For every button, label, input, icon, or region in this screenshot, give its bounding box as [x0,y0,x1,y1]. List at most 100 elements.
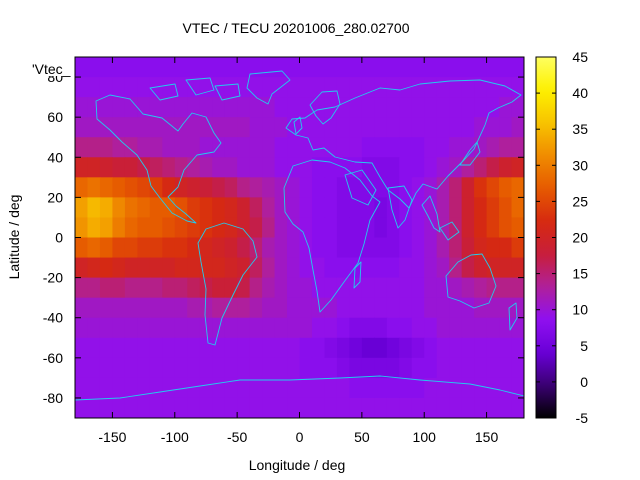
heatmap-cell [87,177,101,198]
heatmap-cell [199,177,213,198]
heatmap-cell [299,297,313,319]
heatmap-cell [449,117,463,138]
heatmap-cell [511,97,524,118]
heatmap-cell [274,177,288,198]
y-tick-label: 60 [47,109,63,125]
heatmap-cell [411,377,425,399]
heatmap-cell [374,317,388,339]
heatmap-cell [299,77,313,98]
heatmap-cell [499,317,513,339]
colorbar-tick-label: 5 [580,338,588,354]
heatmap-cell [386,197,400,219]
colorbar-tick-label: 40 [572,85,588,101]
heatmap-cell [287,57,301,78]
heatmap-cell [149,377,163,399]
heatmap-cell [149,177,163,198]
heatmap-cell [99,217,114,239]
heatmap-cell [424,297,438,319]
heatmap-cell [174,377,188,399]
heatmap-cell [249,257,263,279]
heatmap-cell [274,57,288,78]
heatmap-cell [124,177,138,198]
heatmap-cell [311,377,326,399]
heatmap-cell [149,317,163,339]
heatmap-cell [324,317,338,339]
heatmap-cell [274,377,288,399]
heatmap-cell [162,77,176,98]
heatmap-cell [411,357,425,379]
heatmap-cell [311,197,326,219]
heatmap-cell [137,197,151,219]
heatmap-cell [474,57,488,78]
heatmap-cell [461,237,475,259]
heatmap-cell [311,97,326,118]
heatmap-cell [386,277,400,299]
heatmap-cell [99,377,114,399]
heatmap-cell [174,257,188,279]
heatmap-cell [311,137,326,158]
heatmap-cell [499,217,513,239]
heatmap-cell [249,337,263,359]
heatmap-cell [287,77,301,98]
heatmap-cell [449,257,463,279]
heatmap-cell [212,217,226,239]
heatmap-cell [399,257,413,279]
heatmap-cell [112,337,126,359]
heatmap-cell [87,357,101,379]
heatmap-cell [386,397,400,418]
heatmap-cell [499,77,513,98]
heatmap-cell [386,357,400,379]
heatmap-cell [162,97,176,118]
heatmap-cell [374,177,388,198]
heatmap-cell [374,57,388,78]
heatmap-cell [511,137,524,158]
heatmap-cell [324,277,338,299]
heatmap-cell [249,77,263,98]
heatmap-cell [349,77,363,98]
heatmap-cell [162,57,176,78]
heatmap-cell [124,357,138,379]
heatmap-cell [124,317,138,339]
heatmap-cell [486,197,500,219]
heatmap-cell [449,317,463,339]
heatmap-cell [486,57,500,78]
heatmap-cell [112,177,126,198]
heatmap-cell [112,237,126,259]
heatmap-cell [336,397,350,418]
heatmap-cell [424,117,438,138]
heatmap-cell [287,97,301,118]
heatmap-cell [374,357,388,379]
heatmap-cell [199,117,213,138]
heatmap-cell [249,117,263,138]
heatmap-cell [137,177,151,198]
heatmap-cell [311,317,326,339]
heatmap-cell [399,337,413,359]
heatmap-cell [499,397,513,418]
heatmap-cell [174,177,188,198]
heatmap-cell [324,77,338,98]
heatmap-cell [124,377,138,399]
heatmap-cell [174,197,188,219]
heatmap-cell [474,137,488,158]
heatmap-cell [124,397,138,418]
heatmap-cell [212,357,226,379]
heatmap-cell [274,197,288,219]
heatmap-cell [386,117,400,138]
heatmap-cell [449,157,463,178]
heatmap-cell [262,97,276,118]
heatmap-cell [424,137,438,158]
heatmap-cell [162,197,176,219]
heatmap-cell [324,177,338,198]
heatmap-cell [324,257,338,279]
heatmap-cell [174,397,188,418]
heatmap-cell [511,177,524,198]
heatmap-cell [349,97,363,118]
heatmap-cell [149,277,163,299]
heatmap-cell [424,337,438,359]
heatmap-cell [187,177,201,198]
heatmap-cell [374,277,388,299]
heatmap-cell [449,397,463,418]
heatmap-cell [75,257,89,279]
australia-outline [445,253,497,309]
heatmap-cell [311,77,326,98]
